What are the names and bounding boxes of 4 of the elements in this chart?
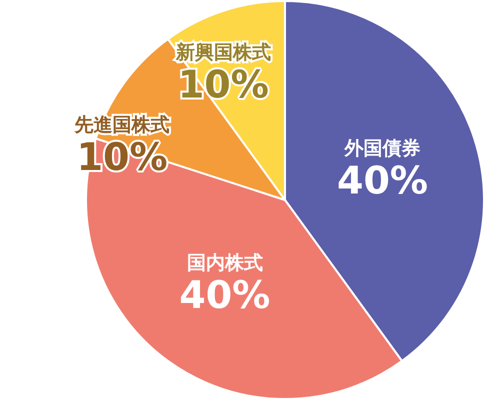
data-label: 40% xyxy=(337,158,428,202)
slice-label: 外国債券 xyxy=(343,137,420,160)
slice-label: 国内株式 xyxy=(186,252,263,274)
data-label: 40% xyxy=(179,272,270,317)
